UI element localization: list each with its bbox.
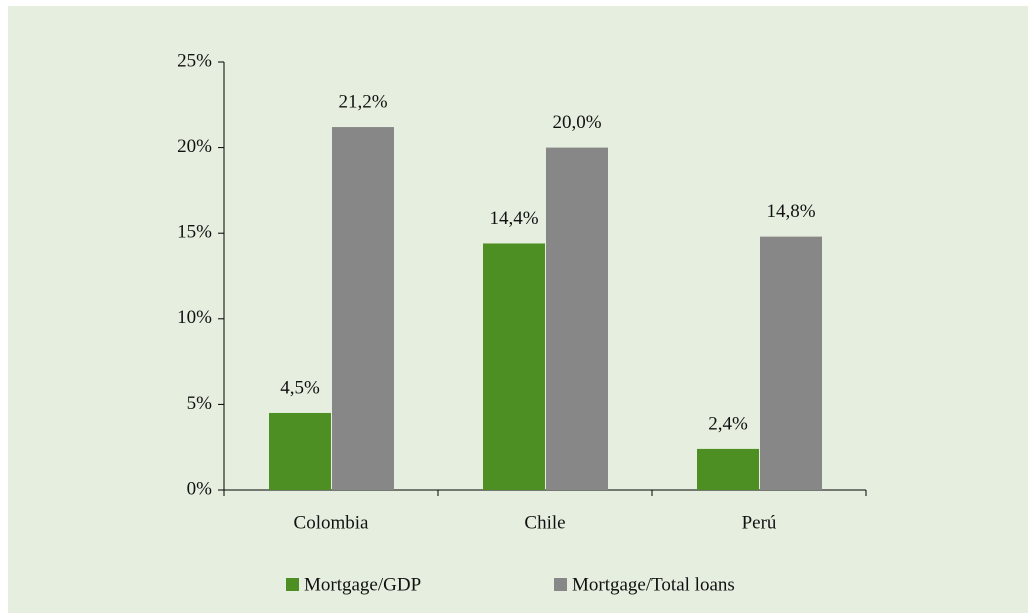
value-label: 2,4% <box>708 413 748 434</box>
legend-label: Mortgage/Total loans <box>572 574 735 595</box>
y-tick-label: 25% <box>177 50 212 71</box>
value-label: 14,4% <box>489 208 538 229</box>
bar <box>332 127 394 490</box>
x-tick-label: Chile <box>524 512 565 533</box>
bar <box>760 236 822 490</box>
bar <box>483 243 545 490</box>
value-label: 21,2% <box>338 91 387 112</box>
bar <box>697 448 759 490</box>
value-label: 14,8% <box>766 201 815 222</box>
legend-label: Mortgage/GDP <box>304 574 421 595</box>
y-tick-label: 20% <box>177 136 212 157</box>
value-label: 4,5% <box>280 377 320 398</box>
y-tick-label: 15% <box>177 222 212 243</box>
y-tick-label: 5% <box>187 393 213 414</box>
legend-swatch <box>286 578 299 591</box>
x-tick-label: Perú <box>742 512 777 533</box>
legend-swatch <box>554 578 567 591</box>
bar <box>546 147 608 490</box>
y-tick-label: 0% <box>187 478 213 499</box>
y-tick-label: 10% <box>177 307 212 328</box>
bar <box>269 412 331 490</box>
x-tick-label: Colombia <box>294 512 370 533</box>
value-label: 20,0% <box>552 112 601 133</box>
